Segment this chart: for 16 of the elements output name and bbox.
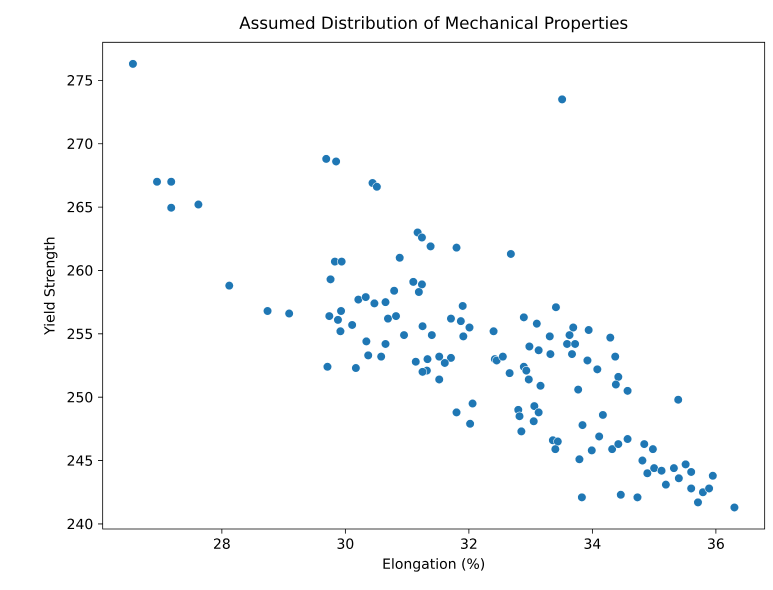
y-tick-label: 270 [68, 138, 92, 150]
y-tick-label: 265 [68, 202, 92, 212]
y-axis-title: Yield Strength [44, 238, 58, 335]
x-tick-label: 36 [708, 538, 724, 549]
x-axis-title: Elongation (%) [383, 558, 484, 572]
y-tick-label: 245 [68, 455, 92, 466]
y-tick-label: 255 [68, 328, 92, 340]
y-tick-label: 260 [68, 265, 92, 276]
chart-title: Assumed Distribution of Mechanical Properties [239, 16, 628, 32]
x-tick-label: 28 [214, 538, 230, 549]
x-tick-label: 30 [338, 538, 354, 549]
x-tick-label: 34 [584, 538, 600, 549]
y-tick-label: 275 [68, 75, 92, 86]
y-tick-label: 240 [68, 518, 92, 530]
y-tick-label: 250 [68, 392, 92, 402]
x-tick-label: 32 [461, 538, 476, 549]
